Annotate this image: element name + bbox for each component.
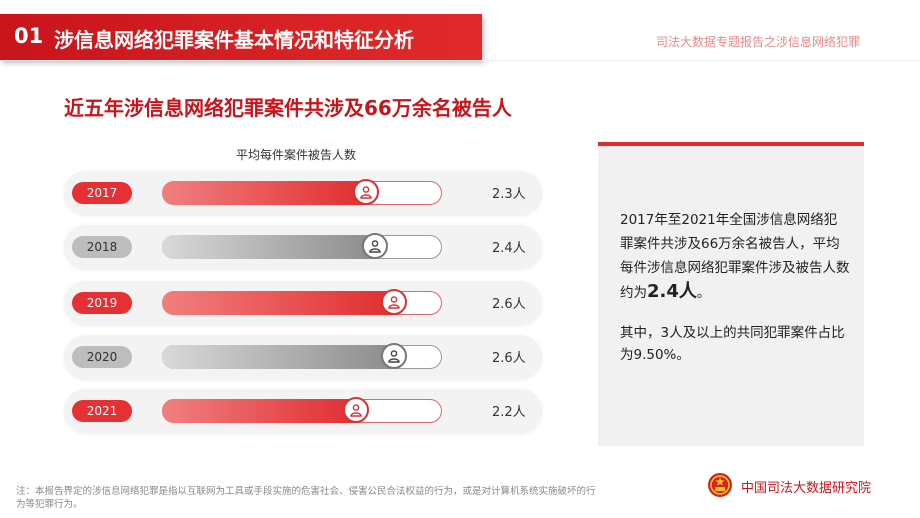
bar-value-label: 2.3人 — [492, 187, 526, 202]
bar-fill — [162, 291, 405, 315]
bar-chart: 2017 2.3人 2018 2.4人 2019 2.6人 2020 2.6人 2021 2.2人 — [64, 171, 542, 443]
bar-fill — [162, 399, 367, 423]
summary-panel: 2017年至2021年全国涉信息网络犯罪案件共涉及66万余名被告人，平均每件涉信… — [598, 142, 864, 446]
bar-track — [162, 397, 442, 423]
year-label: 2021 — [72, 400, 132, 422]
report-subtitle: 司法大数据专题报告之涉信息网络犯罪 — [655, 35, 860, 49]
year-label: 2018 — [72, 236, 132, 258]
bar-fill — [162, 235, 386, 259]
year-label: 2020 — [72, 346, 132, 368]
organization-name: 中国司法大数据研究院 — [741, 481, 872, 496]
chart-title: 平均每件案件被告人数 — [236, 148, 357, 162]
year-label: 2017 — [72, 182, 132, 204]
chart-row-2019: 2019 2.6人 — [64, 281, 542, 325]
bar-value-label: 2.6人 — [492, 351, 526, 366]
bar-track — [162, 233, 442, 259]
bar-track — [162, 289, 442, 315]
bar-fill — [162, 345, 405, 369]
bar-track — [162, 179, 442, 205]
header-divider — [0, 60, 920, 61]
person-icon — [381, 343, 407, 369]
national-emblem-icon — [708, 473, 732, 497]
section-header: 01 涉信息网络犯罪案件基本情况和特征分析 — [0, 14, 482, 60]
bar-value-label: 2.2人 — [492, 405, 526, 420]
chart-row-2018: 2018 2.4人 — [64, 225, 542, 269]
bar-fill — [162, 181, 377, 205]
year-label: 2019 — [72, 292, 132, 314]
person-icon — [353, 179, 379, 205]
chart-row-2020: 2020 2.6人 — [64, 335, 542, 379]
summary-note: 其中，3人及以上的共同犯罪案件占比为9.50%。 — [620, 325, 845, 363]
section-number: 01 — [14, 24, 44, 48]
chart-row-2017: 2017 2.3人 — [64, 171, 542, 215]
bar-value-label: 2.6人 — [492, 297, 526, 312]
page-headline: 近五年涉信息网络犯罪案件共涉及66万余名被告人 — [64, 96, 512, 120]
section-title: 涉信息网络犯罪案件基本情况和特征分析 — [54, 28, 414, 52]
summary-text: 2017年至2021年全国涉信息网络犯罪案件共涉及66万余名被告人，平均每件涉信… — [620, 212, 850, 301]
chart-row-2021: 2021 2.2人 — [64, 389, 542, 433]
bar-value-label: 2.4人 — [492, 241, 526, 256]
person-icon — [362, 233, 388, 259]
bar-track — [162, 343, 442, 369]
summary-paragraph: 2017年至2021年全国涉信息网络犯罪案件共涉及66万余名被告人，平均每件涉信… — [620, 208, 850, 305]
summary-highlight-value: 2.4人 — [647, 281, 697, 302]
person-icon — [343, 397, 369, 423]
person-icon — [381, 289, 407, 315]
footnote: 注：本报告界定的涉信息网络犯罪是指以互联网为工具或手段实施的危害社会、侵害公民合… — [16, 486, 596, 510]
summary-end: 。 — [696, 285, 711, 301]
